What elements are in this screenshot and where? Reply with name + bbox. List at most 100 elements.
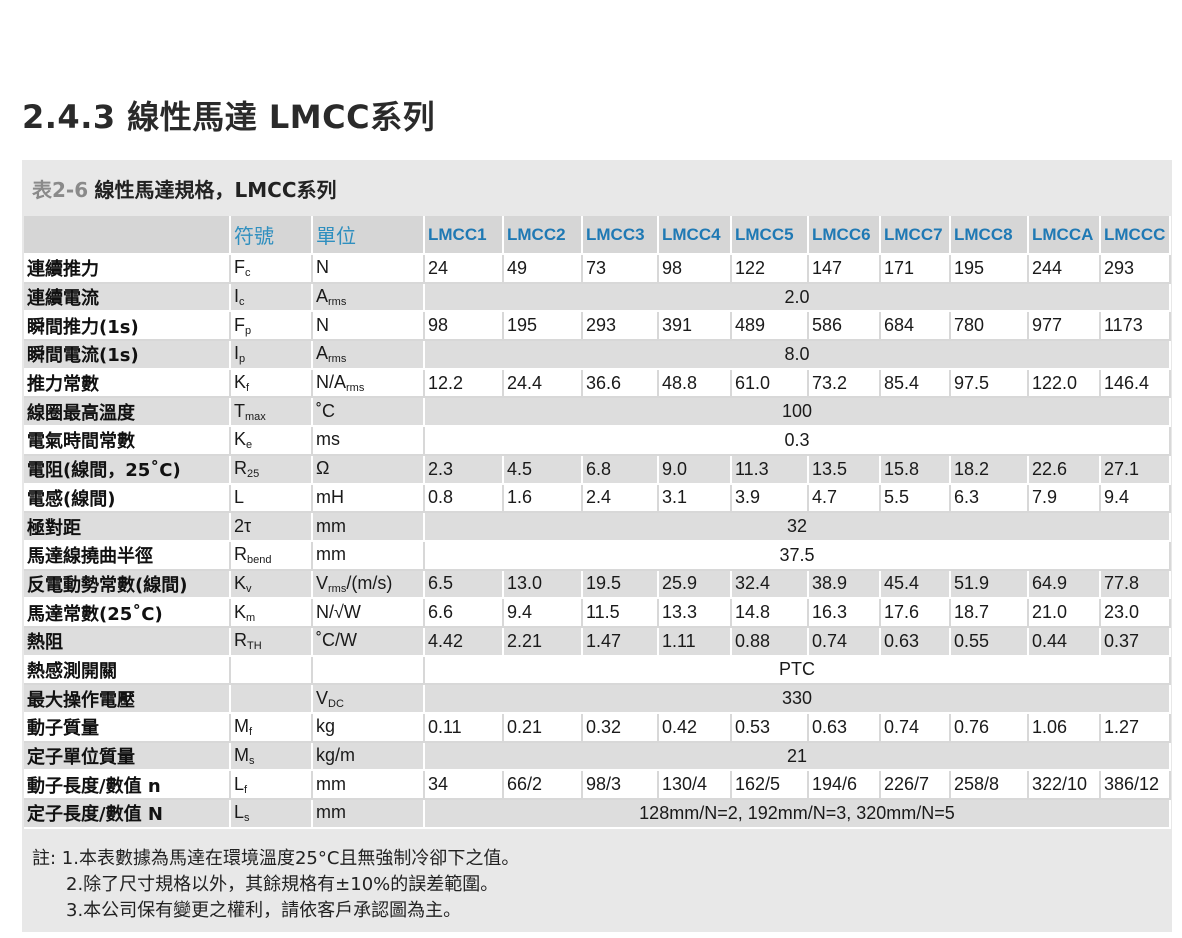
row-symbol: Fc (230, 254, 313, 284)
row-label: 電氣時間常數 (24, 426, 231, 456)
table-row: 推力常數 Kf N/Arms 12.2 24.4 36.6 48.8 61.0 73.2 85.4… (24, 368, 1171, 399)
row-value: 66/2 (503, 770, 583, 801)
symbol-base: L (234, 773, 245, 794)
header-model: LMCC5 (731, 216, 809, 255)
table-row: 定子單位質量 Ms kg/m 21 (24, 741, 1171, 772)
row-value: 11.5 (582, 598, 659, 628)
section-title: 2.4.3 線性馬達 LMCC系列 (22, 98, 436, 136)
row-value: 0.74 (808, 626, 881, 657)
unit-base: V (316, 572, 329, 593)
row-value: 195 (503, 311, 583, 342)
row-unit: mm (312, 512, 425, 542)
row-value: 226/7 (880, 770, 951, 801)
row-value: 45.4 (880, 569, 951, 600)
unit-subscript: rms (328, 296, 347, 309)
row-symbol: Ls (230, 799, 313, 829)
row-value: 1.27 (1100, 713, 1171, 743)
row-unit: Arms (312, 340, 425, 370)
row-unit: N/Arms (312, 368, 425, 399)
row-value: 0.53 (731, 713, 809, 743)
row-symbol: Mf (230, 713, 313, 743)
row-value: 0.88 (731, 626, 809, 657)
row-value: 64.9 (1028, 569, 1101, 600)
row-value: 14.8 (731, 598, 809, 628)
row-value: 15.8 (880, 454, 951, 485)
row-label: 馬達線撓曲半徑 (24, 540, 231, 571)
table-row: 極對距 2τ mm 32 (24, 512, 1171, 542)
header-symbol: 符號 (230, 216, 313, 255)
row-symbol (230, 684, 313, 714)
row-unit: mm (312, 770, 425, 801)
row-value: 586 (808, 311, 881, 342)
row-value: 22.6 (1028, 454, 1101, 485)
unit-base: mm (316, 773, 346, 794)
row-value: 27.1 (1100, 454, 1171, 485)
table-header-row: 符號 單位 LMCC1 LMCC2 LMCC3 LMCC4 LMCC5 LMCC6 LMCC… (24, 216, 1171, 255)
row-value: 2.4 (582, 483, 659, 514)
row-value: 0.63 (808, 713, 881, 743)
row-value: 162/5 (731, 770, 809, 801)
row-label: 動子長度/數值 n (24, 770, 231, 801)
row-value: 6.3 (950, 483, 1029, 514)
row-symbol: RTH (230, 626, 313, 657)
row-value: 0.32 (582, 713, 659, 743)
row-value: 51.9 (950, 569, 1029, 600)
row-value: 61.0 (731, 368, 809, 399)
row-value: 34 (424, 770, 504, 801)
table-notes: 註: 1.本表數據為馬達在環境溫度25°C且無強制冷卻下之值。 2.除了尺寸規格… (32, 846, 519, 924)
row-value: 293 (1100, 254, 1171, 284)
row-value: 2.21 (503, 626, 583, 657)
table-row: 定子長度/數值 N Ls mm 128mm/N=2, 192mm/N=3, 320mm… (24, 799, 1171, 829)
row-value: 18.7 (950, 598, 1029, 628)
symbol-subscript: s (244, 812, 250, 825)
unit-base: N (316, 257, 329, 278)
row-value: 98 (658, 254, 732, 284)
row-value: 17.6 (880, 598, 951, 628)
row-value: 23.0 (1100, 598, 1171, 628)
row-value: 195 (950, 254, 1029, 284)
row-value: 386/12 (1100, 770, 1171, 801)
row-value: 25.9 (658, 569, 732, 600)
header-model: LMCC7 (880, 216, 951, 255)
row-value: 0.76 (950, 713, 1029, 743)
table-number: 表2-6 (32, 178, 89, 202)
symbol-base: F (234, 257, 245, 278)
row-value: 1.11 (658, 626, 732, 657)
table-row: 瞬間推力(1s) Fp N 98 195 293 391 489 586 684 780 977 117… (24, 311, 1171, 342)
row-value: 147 (808, 254, 881, 284)
row-value: 0.37 (1100, 626, 1171, 657)
row-label: 反電動勢常數(線間) (24, 569, 231, 600)
row-symbol (230, 655, 313, 686)
row-value: 322/10 (1028, 770, 1101, 801)
header-parameter (24, 216, 231, 255)
row-value: 130/4 (658, 770, 732, 801)
header-model: LMCC2 (503, 216, 583, 255)
table-row: 馬達常數(25˚C) Km N/√W 6.6 9.4 11.5 13.3 14.8 16.3 17… (24, 598, 1171, 628)
row-symbol: Ic (230, 282, 313, 313)
row-value: 2.3 (424, 454, 504, 485)
row-unit: ms (312, 426, 425, 456)
row-value: 6.8 (582, 454, 659, 485)
header-model: LMCCA (1028, 216, 1101, 255)
table-row: 瞬間電流(1s) Ip Arms 8.0 (24, 340, 1171, 370)
symbol-base: K (234, 601, 247, 622)
row-value-all-models: 37.5 (424, 540, 1171, 571)
row-symbol: Ip (230, 340, 313, 370)
row-unit: ˚C (312, 397, 425, 428)
row-label: 熱阻 (24, 626, 231, 657)
row-value: 18.2 (950, 454, 1029, 485)
header-model: LMCC4 (658, 216, 732, 255)
table-title: 線性馬達規格，LMCC系列 (94, 178, 337, 202)
row-value: 21.0 (1028, 598, 1101, 628)
row-label: 連續電流 (24, 282, 231, 313)
header-model: LMCC6 (808, 216, 881, 255)
row-value-all-models: 8.0 (424, 340, 1171, 370)
row-value: 4.7 (808, 483, 881, 514)
row-value-all-models: 21 (424, 741, 1171, 772)
row-value: 13.5 (808, 454, 881, 485)
symbol-subscript: s (249, 755, 255, 768)
symbol-subscript: m (246, 611, 256, 624)
row-value: 9.0 (658, 454, 732, 485)
symbol-subscript: f (249, 726, 253, 739)
row-value: 85.4 (880, 368, 951, 399)
